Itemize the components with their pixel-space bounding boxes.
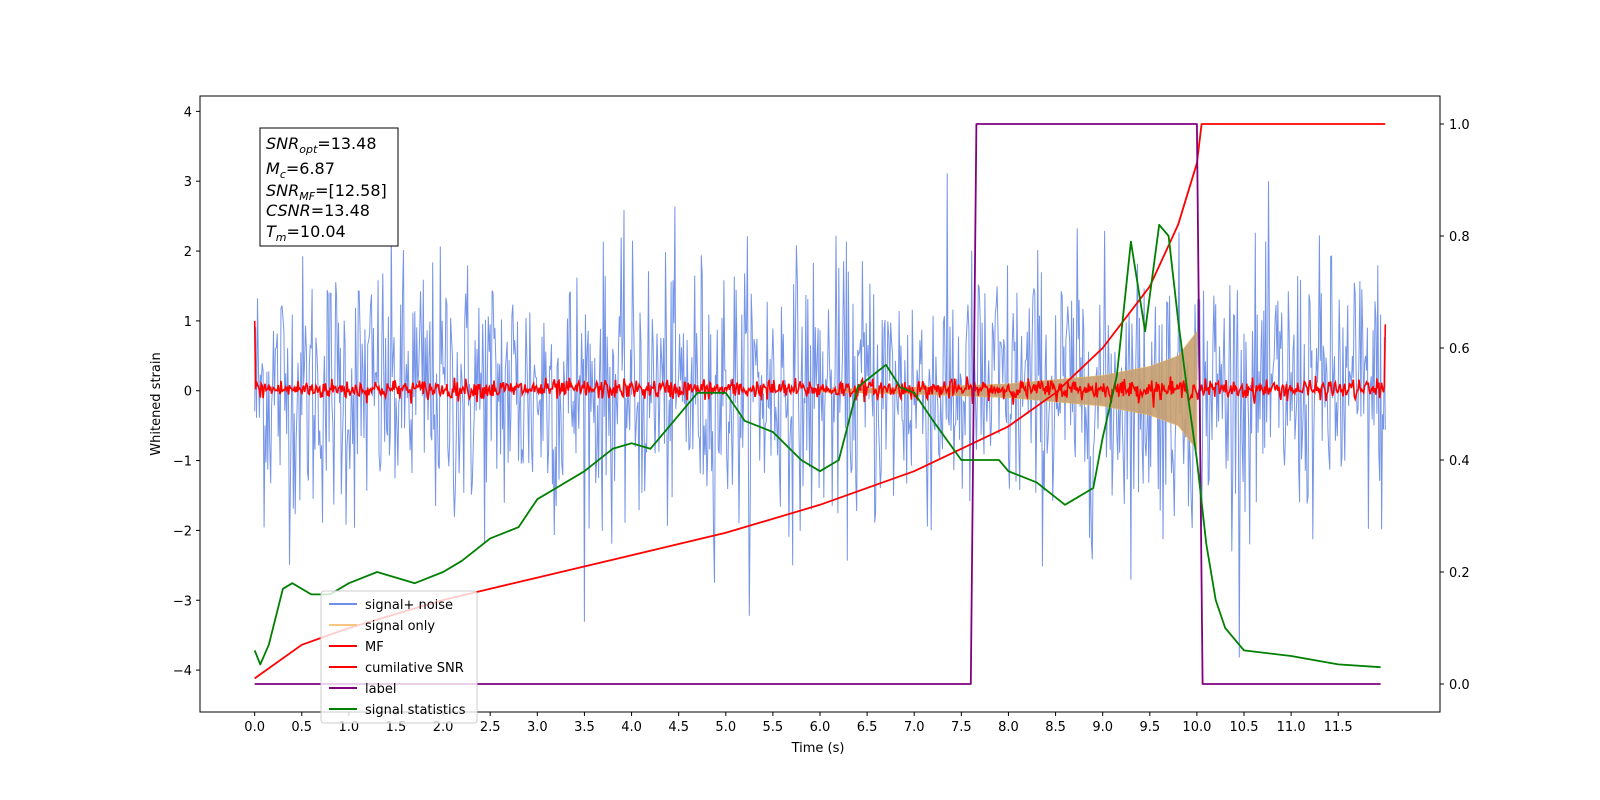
legend-label: cumilative SNR [365,661,464,676]
annotation-snr-mf: SNRMF=[12.58] [266,181,387,203]
legend-label: label [365,682,396,697]
x-tick-label: 10.5 [1230,720,1259,735]
x-tick-label: 0.5 [291,720,312,735]
x-axis-label: Time (s) [791,741,845,756]
x-tick-label: 11.0 [1277,720,1306,735]
y2-tick-label: 1.0 [1449,118,1470,133]
x-tick-label: 3.0 [527,720,548,735]
y-tick-label: −2 [173,524,192,539]
x-tick-label: 1.5 [386,720,407,735]
x-tick-label: 6.0 [810,720,831,735]
plot-area [253,123,1387,685]
y-axis-left: 4 3 2 1 0 −1 −2 −3 −4 [173,105,200,679]
y-tick-label: 0 [184,385,192,400]
x-tick-label: 8.5 [1045,720,1066,735]
x-tick-label: 4.5 [668,720,689,735]
legend-label: MF [365,640,384,655]
y-tick-label: −4 [173,664,192,679]
x-tick-label: 9.5 [1139,720,1160,735]
y-tick-label: 3 [184,175,192,190]
x-tick-label: 5.0 [715,720,736,735]
x-tick-label: 6.5 [857,720,878,735]
y2-tick-label: 0.0 [1449,678,1470,693]
annotation-snr-opt: SNRopt=13.48 [266,134,377,156]
x-tick-label: 1.0 [339,720,360,735]
legend-label: signal statistics [365,703,466,718]
y2-tick-label: 0.8 [1449,230,1470,245]
y2-tick-label: 0.2 [1449,566,1470,581]
y2-tick-label: 0.4 [1449,454,1470,469]
y-tick-label: −3 [173,594,192,609]
x-tick-label: 7.5 [951,720,972,735]
x-tick-label: 10.0 [1182,720,1211,735]
y-tick-label: 4 [184,105,192,120]
y-axis-label: Whitened strain [149,352,164,455]
x-tick-label: 7.0 [904,720,925,735]
y-axis-right: 1.0 0.8 0.6 0.4 0.2 0.0 [1440,118,1470,693]
stats-annotation-box: SNRopt=13.48 Mc=6.87 SNRMF=[12.58] CSNR=… [259,127,399,247]
x-tick-label: 0.0 [244,720,265,735]
legend-frame [320,590,478,724]
annotation-frame [259,127,399,247]
series-signal-statistics-line [253,223,1381,669]
legend-label: signal only [365,619,435,634]
legend: signal+ noise signal only MF cumilative SNR… [320,590,478,724]
series-label-line [254,123,1381,685]
x-tick-label: 11.5 [1324,720,1353,735]
y-tick-label: −1 [173,455,192,470]
x-tick-label: 2.5 [480,720,501,735]
x-tick-label: 5.5 [763,720,784,735]
x-tick-label: 8.0 [998,720,1019,735]
annotation-tm: Tm=10.04 [266,222,346,244]
y-tick-label: 1 [184,315,192,330]
x-axis: 0.0 0.5 1.0 1.5 2.0 2.5 3.0 3.5 4.0 4.5 5.0 5.5 6.0 6… [244,712,1353,735]
x-tick-label: 3.5 [574,720,595,735]
series-signal-only-envelope [819,330,1198,451]
x-tick-label: 2.0 [433,720,454,735]
y-tick-label: 2 [184,245,192,260]
x-tick-label: 4.0 [621,720,642,735]
annotation-mc: Mc=6.87 [266,159,335,181]
y2-tick-label: 0.6 [1449,342,1470,357]
series-mf-line [253,320,1387,408]
legend-label: signal+ noise [365,598,453,613]
x-tick-label: 9.0 [1092,720,1113,735]
annotation-csnr: CSNR=13.48 [266,201,370,220]
